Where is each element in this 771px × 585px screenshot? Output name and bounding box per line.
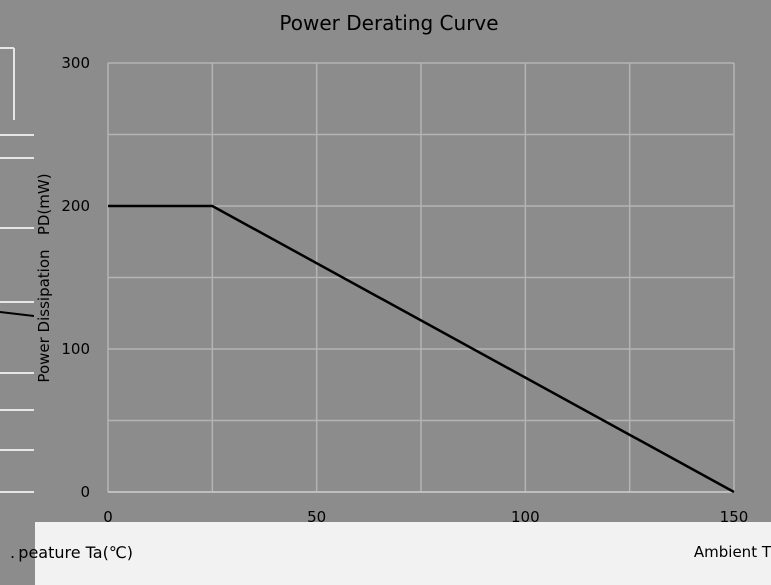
chart-title: Power Derating Curve (279, 11, 498, 35)
x-tick-label: 0 (103, 508, 113, 526)
y-tick-label: 300 (61, 54, 90, 72)
y-tick-label: 200 (61, 197, 90, 215)
series-group (108, 204, 735, 494)
left-edge-artifact (0, 47, 34, 493)
bottom-band (35, 522, 771, 585)
series-line (108, 204, 735, 494)
y-tick-label: 100 (61, 340, 90, 358)
y-axis-label: Power Dissipation PD(mW) (35, 173, 53, 382)
x-tick-label: 150 (720, 508, 749, 526)
x-axis-label-fragment-left: . peature Ta(℃) (10, 543, 134, 562)
y-tick-label: 0 (80, 483, 90, 501)
x-tick-label: 50 (307, 508, 326, 526)
x-tick-label: 100 (511, 508, 540, 526)
x-axis-label-fragment-right: Ambient T (693, 543, 771, 561)
y-tick-labels: 0 100 200 300 (61, 54, 90, 501)
x-tick-labels: 0 50 100 150 (103, 508, 748, 526)
grid-lines (107, 62, 735, 493)
